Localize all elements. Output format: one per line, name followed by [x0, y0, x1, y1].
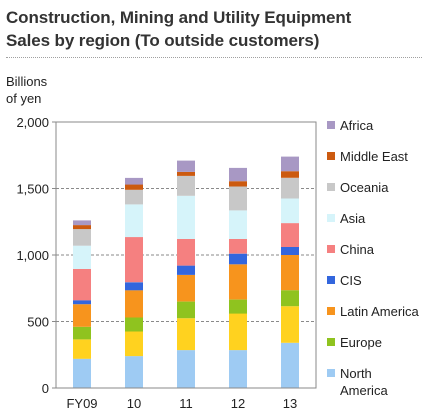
y-tick-label: 1,000 [16, 248, 49, 263]
x-tick-label: 11 [179, 396, 193, 411]
bar-segment-asia-12 [229, 210, 247, 239]
legend-label: China [340, 242, 375, 257]
bar-segment-cis-11 [177, 265, 195, 275]
legend-label: Latin America [340, 304, 420, 319]
bar-segment-oceania-13 [281, 177, 299, 199]
legend-item-asia: Asia [327, 211, 366, 226]
legend-swatch [327, 121, 335, 129]
y-tick-label: 0 [42, 381, 49, 396]
bar-segment-north-america-fy09 [73, 339, 91, 359]
bar-segment-africa-13 [281, 156, 299, 172]
bar-segment-latin-america-fy09 [73, 304, 91, 327]
bar-segment-asia-10 [125, 204, 143, 238]
legend-item-latin-america: Latin America [327, 304, 420, 319]
bar-segment-cis-13 [281, 247, 299, 255]
x-tick-label: 13 [283, 396, 297, 411]
bar-segment-africa-10 [125, 177, 143, 185]
legend-item-cis: CIS [327, 273, 362, 288]
bar-segment-oceania-12 [229, 186, 247, 211]
legend-label: North [340, 366, 372, 381]
legend-swatch [327, 245, 335, 253]
title-divider [6, 57, 422, 58]
bar-segment-north-america-10 [125, 356, 143, 388]
y-axis-label-line-1: Billions [6, 74, 48, 89]
bar-segment-north-america-11 [177, 318, 195, 351]
bar-segment-europe-12 [229, 299, 247, 314]
legend-swatch [327, 276, 335, 284]
bar-segment-cis-10 [125, 282, 143, 291]
bar-segment-north-america-fy09 [73, 358, 91, 388]
bar-segment-africa-12 [229, 167, 247, 182]
legend-item-europe: Europe [327, 335, 382, 350]
y-tick-label: 1,500 [16, 182, 49, 197]
bar-segment-middle-east-10 [125, 184, 143, 190]
legend-item-africa: Africa [327, 118, 374, 133]
bar-segment-china-10 [125, 237, 143, 283]
legend-swatch [327, 338, 335, 346]
bar-segment-middle-east-fy09 [73, 225, 91, 230]
y-axis-label-line-2: of yen [6, 91, 41, 106]
bar-segment-latin-america-12 [229, 264, 247, 300]
bar-segment-europe-fy09 [73, 326, 91, 340]
bar-segment-china-fy09 [73, 269, 91, 301]
bar-segment-africa-fy09 [73, 220, 91, 226]
legend-label: Asia [340, 211, 366, 226]
legend-label: Oceania [340, 180, 389, 195]
x-tick-label: 12 [231, 396, 245, 411]
legend-label: Europe [340, 335, 382, 350]
legend-item-oceania: Oceania [327, 180, 389, 195]
bar-segment-middle-east-11 [177, 171, 195, 176]
bar-segment-middle-east-13 [281, 171, 299, 178]
bar-segment-north-america-13 [281, 342, 299, 388]
chart-title-line-2: Sales by region (To outside customers) [6, 31, 320, 50]
bar-segment-latin-america-13 [281, 255, 299, 291]
x-tick-label: FY09 [66, 396, 97, 411]
bar-segment-north-america-10 [125, 331, 143, 357]
legend-label: Africa [340, 118, 374, 133]
bar-segment-china-12 [229, 239, 247, 254]
bar-segment-oceania-11 [177, 175, 195, 196]
bar-segment-europe-13 [281, 290, 299, 307]
bar-segment-north-america-11 [177, 350, 195, 388]
bar-segment-north-america-12 [229, 350, 247, 388]
bar-segment-oceania-fy09 [73, 229, 91, 246]
bar-segment-latin-america-11 [177, 274, 195, 302]
legend-swatch [327, 152, 335, 160]
legend-label: CIS [340, 273, 362, 288]
bar-segment-cis-fy09 [73, 300, 91, 305]
bar-segment-europe-11 [177, 301, 195, 319]
bar-segment-latin-america-10 [125, 290, 143, 318]
chart-title: Construction, Mining and Utility Equipme… [6, 6, 421, 52]
bar-segment-asia-13 [281, 198, 299, 224]
legend-item-north-america: North America [327, 366, 388, 398]
legend-swatch [327, 214, 335, 222]
bar-segment-cis-12 [229, 253, 247, 265]
legend-swatch [327, 183, 335, 191]
legend-swatch [327, 369, 335, 377]
legend-swatch [327, 307, 335, 315]
y-tick-label: 2,000 [16, 115, 49, 130]
x-tick-label: 10 [127, 396, 141, 411]
bar-segment-asia-11 [177, 195, 195, 239]
legend-label: America [340, 383, 388, 398]
bar-segment-europe-10 [125, 317, 143, 332]
legend-label: Middle East [340, 149, 408, 164]
y-tick-label: 500 [27, 315, 49, 330]
bar-segment-china-11 [177, 239, 195, 266]
bar-segment-north-america-12 [229, 313, 247, 351]
bar-segment-north-america-13 [281, 306, 299, 343]
chart-title-line-1: Construction, Mining and Utility Equipme… [6, 8, 352, 27]
bar-segment-middle-east-12 [229, 181, 247, 187]
bar-segment-china-13 [281, 223, 299, 247]
bar-segment-oceania-10 [125, 189, 143, 205]
bar-segment-africa-11 [177, 160, 195, 172]
legend-item-middle-east: Middle East [327, 149, 408, 164]
bar-segment-asia-fy09 [73, 245, 91, 269]
legend-item-china: China [327, 242, 375, 257]
